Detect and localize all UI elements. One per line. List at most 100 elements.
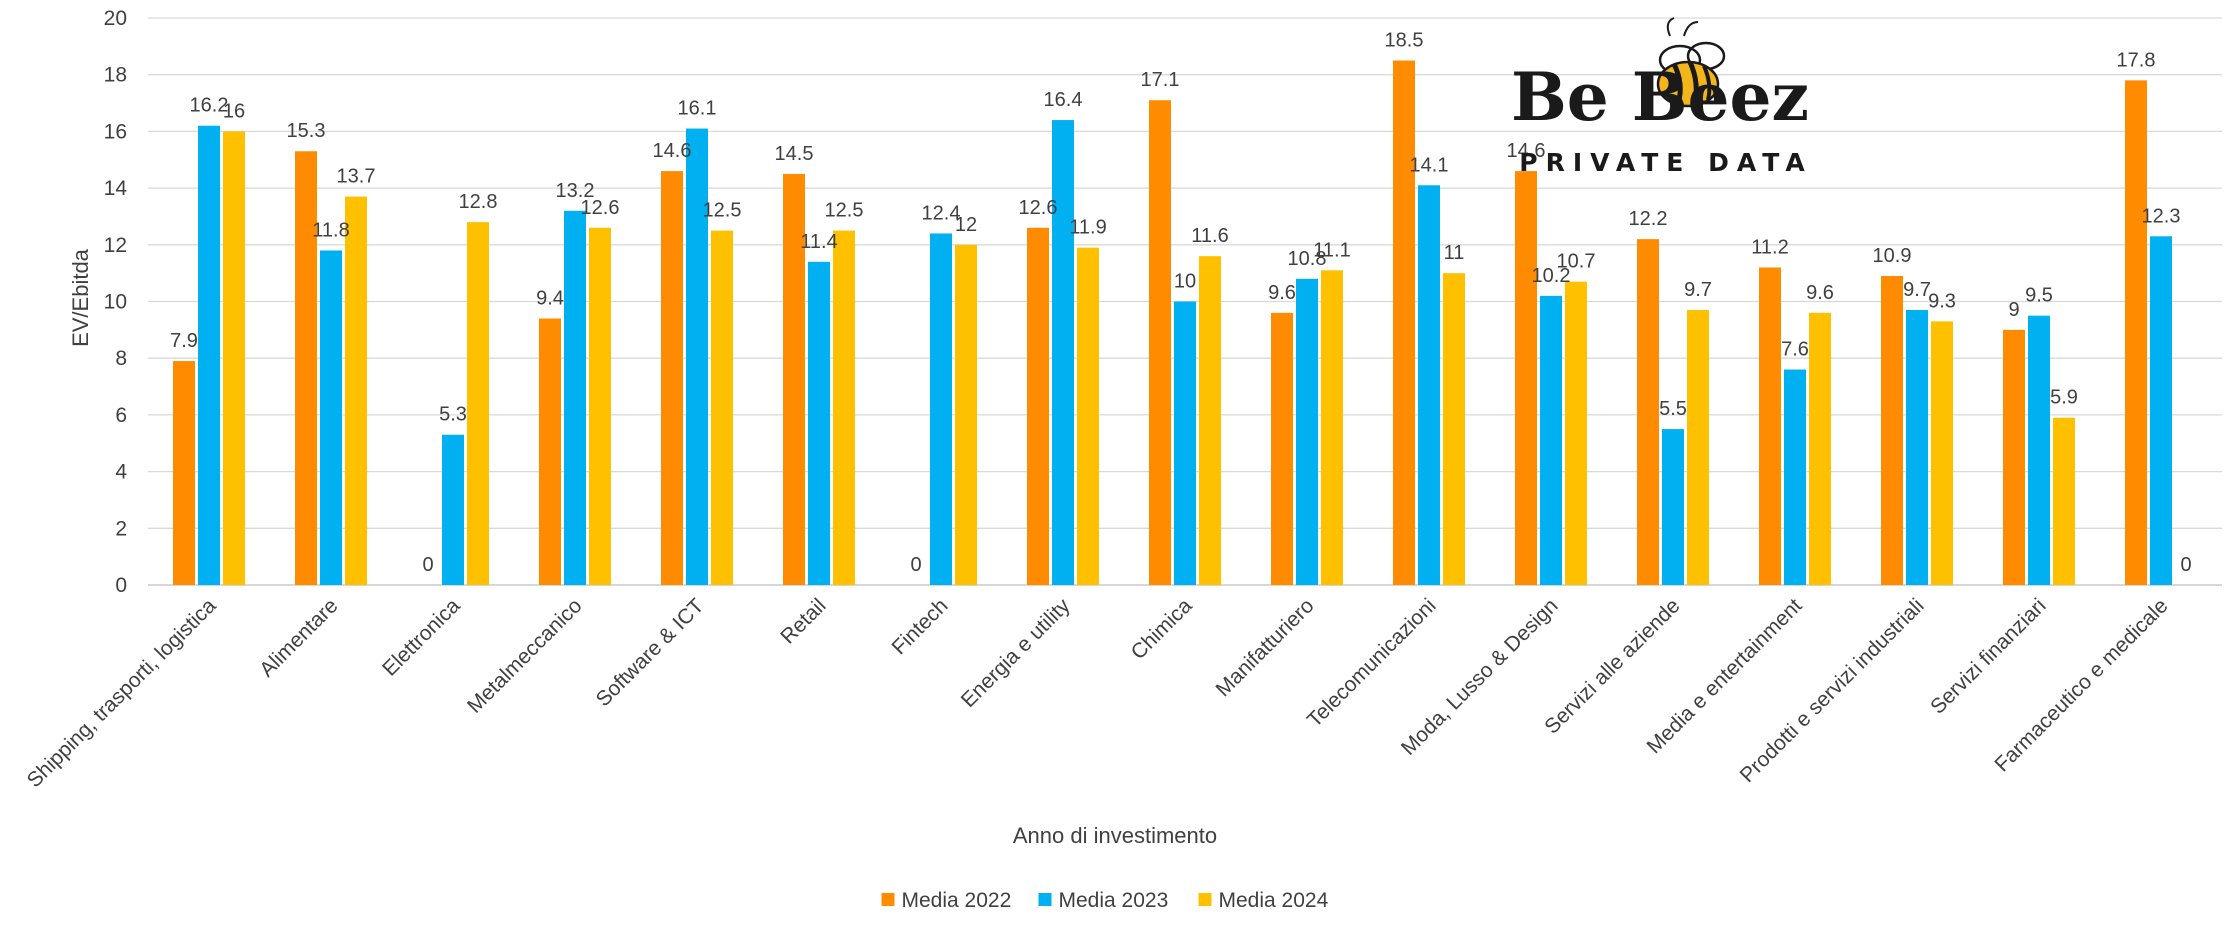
legend-swatch bbox=[1038, 893, 1052, 906]
data-label: 12.5 bbox=[825, 200, 864, 222]
bar bbox=[783, 173, 805, 586]
data-label: 5.5 bbox=[1659, 398, 1687, 420]
data-label: 12.8 bbox=[459, 191, 498, 213]
y-tick-label: 14 bbox=[104, 177, 128, 200]
bar bbox=[1809, 312, 1831, 585]
data-label: 13.2 bbox=[556, 180, 595, 202]
data-label: 9.4 bbox=[536, 288, 564, 310]
bar bbox=[955, 244, 977, 586]
bar bbox=[1174, 301, 1196, 585]
logo-text: Be Beez bbox=[1511, 58, 1809, 136]
data-label: 17.8 bbox=[2117, 49, 2156, 71]
data-label: 11.1 bbox=[1313, 239, 1350, 261]
x-tick-label: Elettronica bbox=[378, 594, 465, 681]
bar bbox=[2125, 80, 2147, 586]
x-axis-ticks: Shipping, trasporti, logistica Alimentare… bbox=[23, 594, 2173, 792]
bar bbox=[539, 318, 561, 585]
y-tick-label: 2 bbox=[115, 517, 127, 540]
bar bbox=[442, 434, 464, 585]
x-tick-label: Software & ICT bbox=[592, 594, 709, 711]
bar bbox=[1637, 239, 1659, 585]
data-label: 14.5 bbox=[775, 143, 814, 165]
bar bbox=[1662, 429, 1684, 585]
data-label: 13.7 bbox=[337, 166, 376, 188]
data-label: 11.9 bbox=[1069, 217, 1106, 239]
bar bbox=[686, 128, 708, 585]
bebeez-logo: Be Beez PRIVATE DATA bbox=[1511, 17, 1809, 177]
bar bbox=[1906, 310, 1928, 585]
x-tick-label: Shipping, trasporti, logistica bbox=[23, 594, 221, 792]
data-label: 7.6 bbox=[1781, 339, 1809, 361]
legend-swatch bbox=[881, 893, 895, 906]
data-label: 9.6 bbox=[1806, 282, 1834, 304]
y-tick-label: 8 bbox=[115, 347, 127, 370]
data-label: 10.8 bbox=[1288, 248, 1327, 270]
bar bbox=[1540, 295, 1562, 585]
legend: Media 2022 Media 2023 Media 2024 bbox=[881, 889, 1329, 912]
bar bbox=[1443, 273, 1465, 585]
bar bbox=[198, 125, 220, 585]
data-label: 11.6 bbox=[1191, 225, 1228, 247]
data-label: 12.6 bbox=[1019, 197, 1058, 219]
data-label: 11 bbox=[1444, 242, 1465, 264]
x-tick-label: Energia e utility bbox=[957, 594, 1075, 712]
x-tick-label: Manifatturiero bbox=[1211, 594, 1318, 701]
x-tick-label: Servizi alle aziende bbox=[1540, 594, 1684, 738]
data-label: 14.1 bbox=[1410, 154, 1449, 176]
data-label: 11.4 bbox=[800, 231, 837, 253]
y-tick-label: 6 bbox=[115, 404, 127, 427]
bar bbox=[1077, 247, 1099, 585]
data-label: 15.3 bbox=[287, 120, 326, 142]
bar bbox=[1027, 227, 1049, 586]
bar bbox=[295, 151, 317, 585]
y-axis-ticks: 0 2 4 6 8 10 12 14 16 18 20 bbox=[104, 7, 128, 597]
data-label: 10.7 bbox=[1557, 251, 1596, 273]
data-label: 14.6 bbox=[1507, 140, 1546, 162]
bar bbox=[1687, 310, 1709, 585]
bar bbox=[1931, 321, 1953, 585]
bar bbox=[1784, 369, 1806, 585]
bar bbox=[467, 222, 489, 585]
data-label: 9.6 bbox=[1268, 282, 1296, 304]
bar bbox=[661, 171, 683, 585]
bar bbox=[589, 227, 611, 586]
bar bbox=[320, 250, 342, 585]
data-label: 16 bbox=[223, 100, 245, 122]
data-label: 10.2 bbox=[1532, 265, 1571, 287]
bar bbox=[1321, 270, 1343, 585]
data-label: 17.1 bbox=[1141, 69, 1180, 91]
bar bbox=[2053, 417, 2075, 585]
data-label: 7.9 bbox=[170, 330, 198, 352]
legend-swatch bbox=[1198, 893, 1212, 906]
y-tick-label: 16 bbox=[104, 120, 127, 143]
bar bbox=[1393, 60, 1415, 585]
x-tick-label: Chimica bbox=[1127, 594, 1197, 664]
data-label: 11.8 bbox=[312, 219, 349, 241]
data-labels: 7.916.21615.311.813.705.312.89.413.212.6… bbox=[170, 30, 2191, 576]
bar bbox=[711, 230, 733, 585]
x-tick-label: Servizi finanziari bbox=[1926, 594, 2050, 718]
bar bbox=[1759, 267, 1781, 585]
data-label: 12.5 bbox=[703, 200, 742, 222]
x-tick-label: Fintech bbox=[888, 594, 953, 659]
bar bbox=[1565, 281, 1587, 585]
bar bbox=[2150, 236, 2172, 586]
x-tick-label: Telecomunicazioni bbox=[1303, 594, 1441, 732]
legend-label: Media 2022 bbox=[902, 889, 1012, 912]
bar bbox=[1881, 275, 1903, 585]
x-axis-title: Anno di investimento bbox=[1013, 823, 1217, 848]
data-label: 16.4 bbox=[1044, 89, 1083, 111]
data-label: 14.6 bbox=[653, 140, 692, 162]
data-label: 12.6 bbox=[581, 197, 620, 219]
bars bbox=[173, 60, 2172, 586]
x-tick-label: Alimentare bbox=[255, 594, 342, 681]
data-label: 12.4 bbox=[922, 202, 961, 224]
data-label: 10.9 bbox=[1873, 245, 1912, 267]
data-label: 0 bbox=[422, 554, 433, 576]
data-label: 12.2 bbox=[1629, 208, 1668, 230]
bar bbox=[1052, 120, 1074, 585]
data-label: 9 bbox=[2008, 299, 2019, 321]
data-label: 0 bbox=[2180, 554, 2191, 576]
y-tick-label: 4 bbox=[115, 461, 127, 484]
